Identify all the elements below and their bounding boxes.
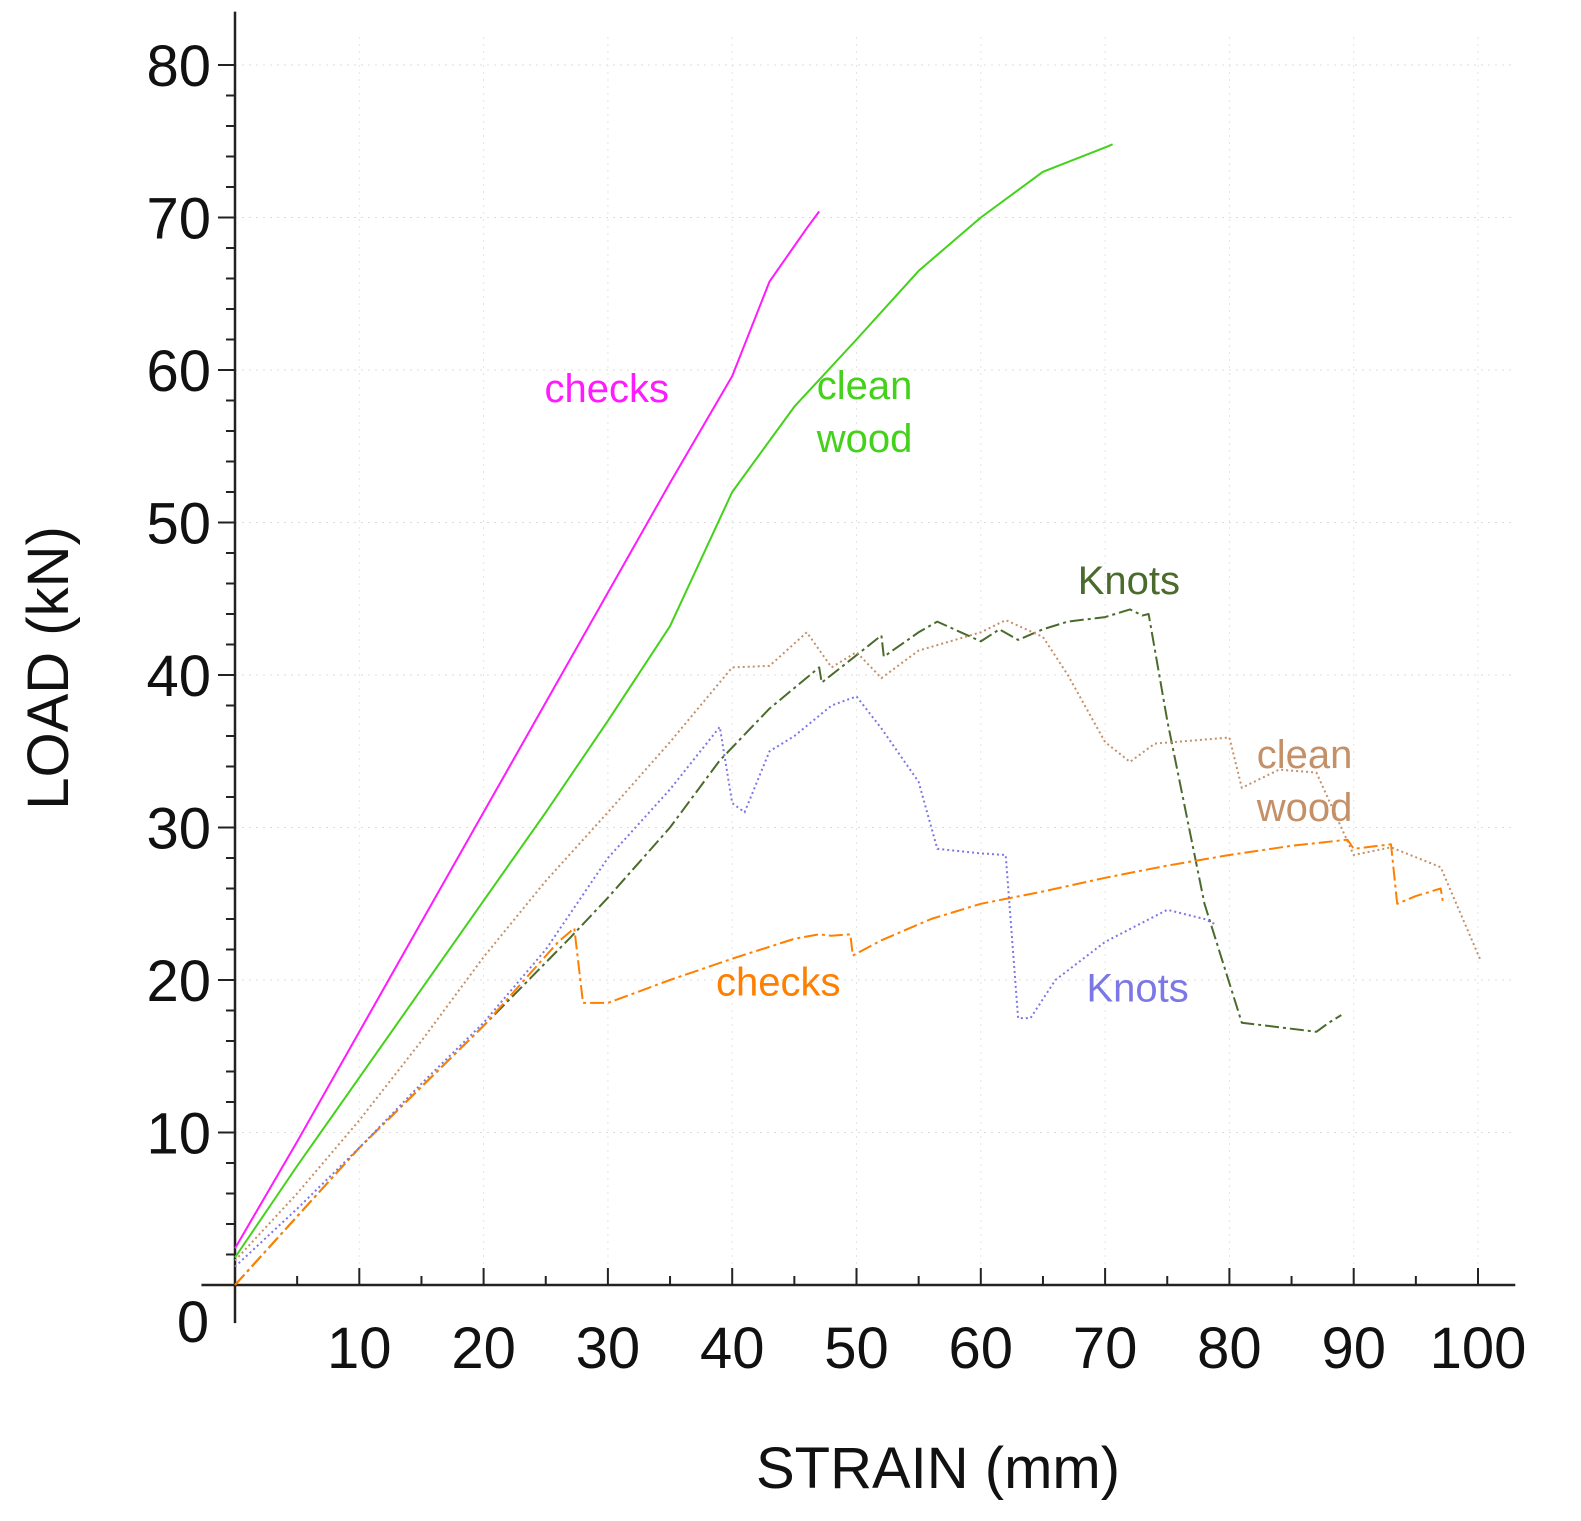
series-label-5: clean wood	[1256, 733, 1353, 830]
series-label-0: checks	[545, 367, 670, 411]
series-label-line: wood	[816, 417, 913, 461]
y-tick-label: 50	[146, 492, 211, 557]
grid	[235, 34, 1516, 1285]
series-label-line: checks	[545, 367, 670, 411]
series-label-line: Knots	[1078, 559, 1180, 603]
y-axis-title: LOAD (kN)	[16, 526, 81, 810]
y-tick-label: 80	[146, 34, 211, 99]
x-tick-label: 20	[451, 1316, 516, 1381]
x-tick-label: 30	[576, 1316, 641, 1381]
x-tick-label: 90	[1321, 1316, 1386, 1381]
series-line-2	[234, 608, 1342, 1286]
series-label-1: clean wood	[816, 364, 913, 461]
series-line-0	[234, 210, 821, 1249]
x-tick-label: 80	[1197, 1316, 1262, 1381]
x-tick-label: 50	[824, 1316, 889, 1381]
series-label-4: Knots	[1086, 966, 1188, 1010]
series-label-line: clean	[817, 364, 913, 408]
series-labels: checks clean wood Knots checks Knots clean wood	[545, 364, 1353, 1010]
series-line-5	[234, 619, 1482, 1262]
series-line-3	[234, 838, 1445, 1286]
x-axis-title: STRAIN (mm)	[756, 1436, 1120, 1501]
x-tick-label: 10	[327, 1316, 392, 1381]
series-group	[234, 143, 1482, 1286]
series-label-2: Knots	[1078, 559, 1180, 603]
y-tick-label: 20	[146, 949, 211, 1014]
y-tick-label: 30	[146, 797, 211, 862]
axes: 10 20 30 40 50 60 70 80 90 100 10 20 30 40 50 60 70 80	[146, 11, 1527, 1381]
x-tick-label: 40	[700, 1316, 765, 1381]
y-tick-label: 70	[146, 187, 211, 252]
origin-label: 0	[177, 1290, 209, 1355]
x-tick-label: 70	[1073, 1316, 1138, 1381]
y-tick-label: 40	[146, 644, 211, 709]
x-tick-label: 60	[949, 1316, 1014, 1381]
y-tick-label: 10	[146, 1102, 211, 1167]
series-label-3: checks	[716, 960, 841, 1004]
y-tick-label: 60	[146, 339, 211, 404]
series-line-1	[234, 143, 1113, 1259]
series-label-line: clean	[1257, 733, 1353, 777]
series-label-line: Knots	[1086, 966, 1188, 1010]
x-tick-label: 100	[1430, 1316, 1527, 1381]
series-label-line: checks	[716, 960, 841, 1004]
series-label-line: wood	[1256, 786, 1353, 830]
series-line-4	[234, 695, 1218, 1268]
